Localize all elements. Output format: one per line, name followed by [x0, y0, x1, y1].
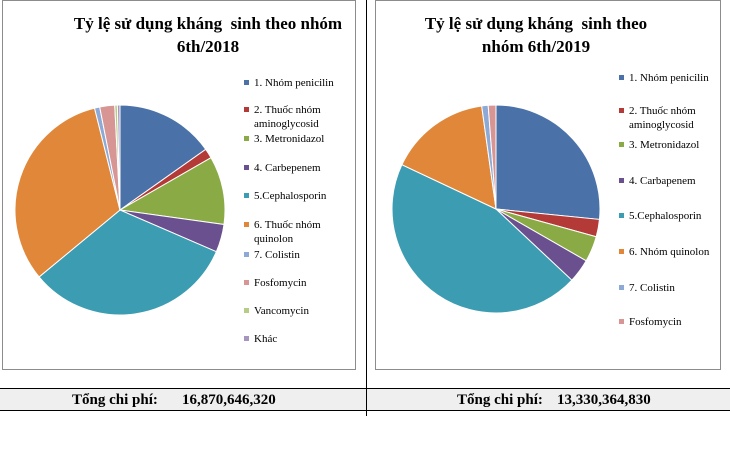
legend-label: 3. Metronidazol [254, 133, 325, 145]
legend-swatch [244, 252, 249, 257]
pie-slice-6 [401, 105, 497, 210]
legend-swatch [244, 136, 249, 141]
legend-label: Fosfomycin [629, 316, 682, 328]
chart-title: Tỷ lệ sử dụng kháng sinh theo nhóm 6th/2… [424, 14, 648, 56]
legend-swatch [619, 285, 624, 290]
legend-swatch [619, 319, 624, 324]
legend-label: 3. Metronidazol [629, 139, 700, 151]
pie-slice-5 [38, 209, 218, 316]
legend-swatch [244, 280, 249, 285]
legend-label: 4. Carbepenem [254, 162, 321, 174]
legend-label: 5.Cephalosporin [254, 190, 327, 202]
total-cost-label: Tổng chi phí: [457, 392, 543, 408]
legend-label: 5.Cephalosporin [629, 210, 702, 222]
chart-panel-2018: Tỷ lệ sử dụng kháng sinh theo nhóm 6th/2… [2, 0, 356, 370]
legend-label: Fosfomycin [254, 277, 307, 289]
legend-label: 7. Colistin [254, 249, 300, 261]
total-cost-row-2019: Tổng chi phí: 13,330,364,830 [367, 388, 730, 411]
pie-slice-3 [118, 157, 226, 226]
legend-label: 1. Nhóm penicilin [629, 72, 709, 84]
column-divider [366, 0, 367, 416]
total-cost-row-2018: Tổng chi phí: 16,870,646,320 [0, 388, 366, 411]
legend-swatch [619, 213, 624, 218]
legend-label: 2. Thuốc nhóm aminoglycosid [254, 104, 321, 130]
pie-slice-1 [119, 104, 207, 211]
pie-slice-10 [116, 104, 121, 211]
legend-swatch [244, 308, 249, 313]
legend-swatch [619, 75, 624, 80]
legend-swatch [244, 336, 249, 341]
pie-slice-6 [14, 107, 121, 278]
legend-swatch [619, 178, 624, 183]
legend-label: 7. Colistin [629, 282, 675, 294]
legend-swatch [244, 222, 249, 227]
legend-label: 6. Thuốc nhóm quinolon [254, 219, 321, 245]
chart-title: Tỷ lệ sử dụng kháng sinh theo nhóm 6th/2… [73, 14, 343, 56]
legend-swatch [244, 193, 249, 198]
pie-slice-1 [495, 104, 601, 220]
legend-swatch [619, 249, 624, 254]
pie-chart-2018 [14, 104, 226, 316]
legend-swatch [619, 108, 624, 113]
legend-label: 2. Thuốc nhóm aminoglycosid [629, 105, 696, 131]
legend-swatch [244, 80, 249, 85]
total-cost-label: Tổng chi phí: [72, 392, 158, 408]
pie-slice-8 [487, 104, 497, 210]
chart-panel-2019: Tỷ lệ sử dụng kháng sinh theo nhóm 6th/2… [375, 0, 721, 370]
total-cost-value: 13,330,364,830 [557, 392, 651, 408]
legend-swatch [619, 142, 624, 147]
pie-chart-2019 [391, 104, 601, 314]
legend-label: Vancomycin [254, 305, 309, 317]
legend-swatch [244, 165, 249, 170]
total-cost-value: 16,870,646,320 [182, 392, 276, 408]
legend-label: Khác [254, 333, 278, 345]
pie-slice-5 [391, 164, 573, 314]
legend-swatch [244, 107, 249, 112]
legend-label: 6. Nhóm quinolon [629, 246, 710, 258]
legend-label: 1. Nhóm penicilin [254, 77, 334, 89]
legend-label: 4. Carbapenem [629, 175, 696, 187]
